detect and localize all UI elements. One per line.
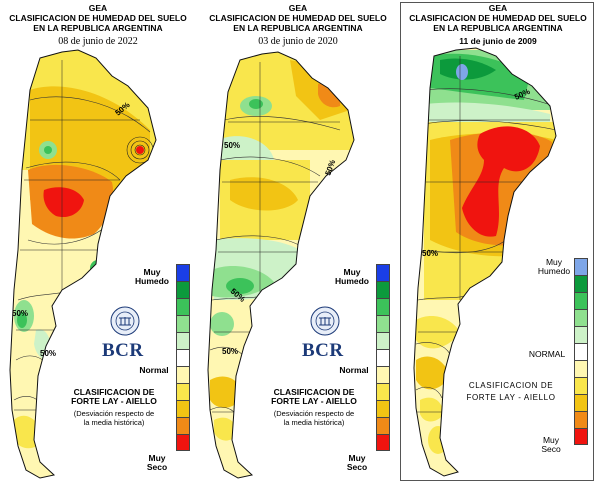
legend-normal: NORMAL <box>528 349 566 359</box>
legend-muy-seco: Muy Seco <box>541 435 561 454</box>
scale-swatch <box>574 360 588 377</box>
legend-muy-humedo: Muy Humedo <box>537 257 571 276</box>
header-subtitle: EN LA REPUBLICA ARGENTINA <box>33 23 163 33</box>
scale-swatch <box>574 292 588 309</box>
map-date: 03 de junio de 2020 <box>258 36 338 47</box>
legend-muy-seco: Muy Seco <box>346 453 368 472</box>
legend-normal: Normal <box>339 365 369 375</box>
scale-swatch <box>176 298 190 315</box>
panel-2009: 50% 50% GEA CLASIFICACION DE HUMEDAD DEL… <box>400 0 596 483</box>
color-scale <box>574 258 588 445</box>
panel-2020: 50% 50% 50% 50% GEA CLASIFICACION DE HUM… <box>200 0 396 483</box>
scale-swatch <box>376 315 390 332</box>
scale-swatch <box>176 366 190 383</box>
scale-swatch <box>574 343 588 360</box>
contour-label: 50% <box>12 309 28 318</box>
scale-swatch <box>176 434 190 451</box>
bcr-logo: BCR <box>302 340 344 361</box>
header-gea: GEA <box>288 3 308 13</box>
scale-swatch <box>376 383 390 400</box>
bcr-seal-icon <box>310 306 340 336</box>
header-title: CLASIFICACION DE HUMEDAD DEL SUELO <box>209 13 387 23</box>
map-date: 11 de junio de 2009 <box>459 36 537 46</box>
scale-swatch <box>376 349 390 366</box>
scale-swatch <box>376 264 390 281</box>
bcr-seal-icon <box>110 306 140 336</box>
scale-swatch <box>376 366 390 383</box>
scale-swatch <box>376 332 390 349</box>
method-title: CLASIFICACION DE FORTE LAY - AIELLO <box>466 381 556 402</box>
legend-muy-humedo: Muy Humedo <box>135 267 169 286</box>
contour-label: 50% <box>224 141 240 150</box>
scale-swatch <box>176 281 190 298</box>
scale-swatch <box>176 315 190 332</box>
panel-frame <box>400 2 594 481</box>
contour-label: 50% <box>40 349 56 358</box>
header-gea: GEA <box>488 3 508 13</box>
panel-2022: 50% 50% 50% GEA CLASIFICACION DE HUMEDAD… <box>0 0 196 483</box>
scale-swatch <box>376 400 390 417</box>
scale-swatch <box>176 400 190 417</box>
scale-swatch <box>574 275 588 292</box>
scale-swatch <box>376 281 390 298</box>
contour-label: 50% <box>422 249 438 258</box>
argentina-moisture-map-2020: 50% 50% 50% 50% <box>207 51 355 479</box>
bcr-logo: BCR <box>102 340 144 361</box>
method-note: (Desviación respecto de la media históri… <box>273 409 355 427</box>
header-gea: GEA <box>88 3 108 13</box>
scale-swatch <box>176 417 190 434</box>
scale-swatch <box>574 411 588 428</box>
scale-swatch <box>574 326 588 343</box>
color-scale <box>176 264 190 451</box>
scale-swatch <box>574 258 588 275</box>
scale-swatch <box>176 383 190 400</box>
legend-normal: Normal <box>139 365 169 375</box>
scale-swatch <box>574 428 588 445</box>
scale-swatch <box>574 377 588 394</box>
legend-muy-seco: Muy Seco <box>146 453 168 472</box>
method-title: CLASIFICACION DE FORTE LAY - AIELLO <box>271 387 357 406</box>
scale-swatch <box>574 394 588 411</box>
header-title: CLASIFICACION DE HUMEDAD DEL SUELO <box>409 13 587 23</box>
scale-swatch <box>176 332 190 349</box>
argentina-moisture-map-2009: 50% 50% <box>413 47 557 477</box>
scale-swatch <box>176 264 190 281</box>
color-scale <box>376 264 390 451</box>
method-note: (Desviación respecto de la media históri… <box>73 409 155 427</box>
map-date: 08 de junio de 2022 <box>58 36 138 47</box>
scale-swatch <box>376 298 390 315</box>
argentina-moisture-map-2022: 50% 50% 50% <box>9 49 157 479</box>
scale-swatch <box>376 434 390 451</box>
contour-label: 50% <box>222 347 238 356</box>
scale-swatch <box>176 349 190 366</box>
scale-swatch <box>574 309 588 326</box>
header-subtitle: EN LA REPUBLICA ARGENTINA <box>233 23 363 33</box>
header-subtitle: EN LA REPUBLICA ARGENTINA <box>433 23 563 33</box>
legend-muy-humedo: Muy Humedo <box>335 267 369 286</box>
method-title: CLASIFICACION DE FORTE LAY - AIELLO <box>71 387 157 406</box>
header-title: CLASIFICACION DE HUMEDAD DEL SUELO <box>9 13 187 23</box>
scale-swatch <box>376 417 390 434</box>
